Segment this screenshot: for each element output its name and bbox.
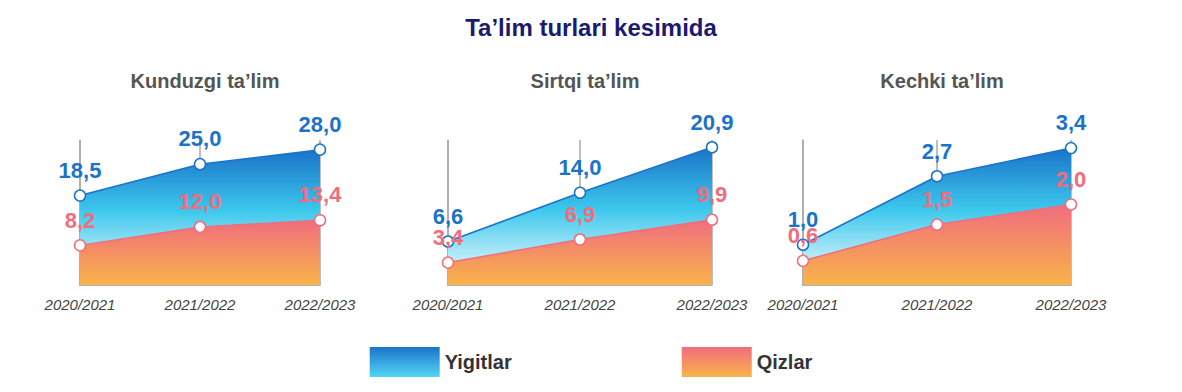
svg-text:8,2: 8,2 (65, 208, 96, 233)
svg-text:2022/2023: 2022/2023 (1035, 296, 1108, 313)
svg-text:2022/2023: 2022/2023 (676, 296, 749, 313)
svg-text:1,5: 1,5 (922, 187, 953, 212)
svg-text:Kechki ta’lim: Kechki ta’lim (880, 70, 1003, 92)
svg-text:20,9: 20,9 (691, 110, 734, 135)
svg-text:9,9: 9,9 (697, 182, 728, 207)
svg-text:2021/2022: 2021/2022 (544, 296, 617, 313)
svg-text:2021/2022: 2021/2022 (901, 296, 974, 313)
svg-text:2,0: 2,0 (1056, 167, 1087, 192)
svg-text:Sirtqi ta’lim: Sirtqi ta’lim (531, 70, 640, 92)
svg-text:2020/2021: 2020/2021 (44, 296, 116, 313)
svg-text:18,5: 18,5 (59, 158, 102, 183)
svg-text:2020/2021: 2020/2021 (767, 296, 839, 313)
svg-text:0,6: 0,6 (788, 223, 819, 248)
svg-text:1,0: 1,0 (787, 207, 819, 232)
svg-text:Yigitlar: Yigitlar (445, 351, 512, 373)
svg-text:14,0: 14,0 (559, 155, 602, 180)
svg-text:Kunduzgi ta’lim: Kunduzgi ta’lim (131, 70, 280, 92)
svg-text:6,6: 6,6 (432, 203, 464, 229)
svg-text:2022/2023: 2022/2023 (284, 296, 357, 313)
svg-text:13,4: 13,4 (299, 182, 343, 207)
svg-text:28,0: 28,0 (299, 112, 342, 137)
svg-text:12,0: 12,0 (179, 189, 222, 214)
svg-text:25,0: 25,0 (179, 126, 222, 151)
svg-text:2021/2022: 2021/2022 (164, 296, 237, 313)
svg-text:6,9: 6,9 (565, 202, 596, 227)
svg-text:Ta’lim turlari kesimida: Ta’lim turlari kesimida (465, 14, 717, 41)
svg-text:2,7: 2,7 (922, 139, 953, 164)
svg-text:3,4: 3,4 (1056, 110, 1087, 135)
svg-text:2020/2021: 2020/2021 (412, 296, 484, 313)
svg-text:3,4: 3,4 (433, 225, 464, 250)
svg-text:Qizlar: Qizlar (757, 351, 813, 373)
